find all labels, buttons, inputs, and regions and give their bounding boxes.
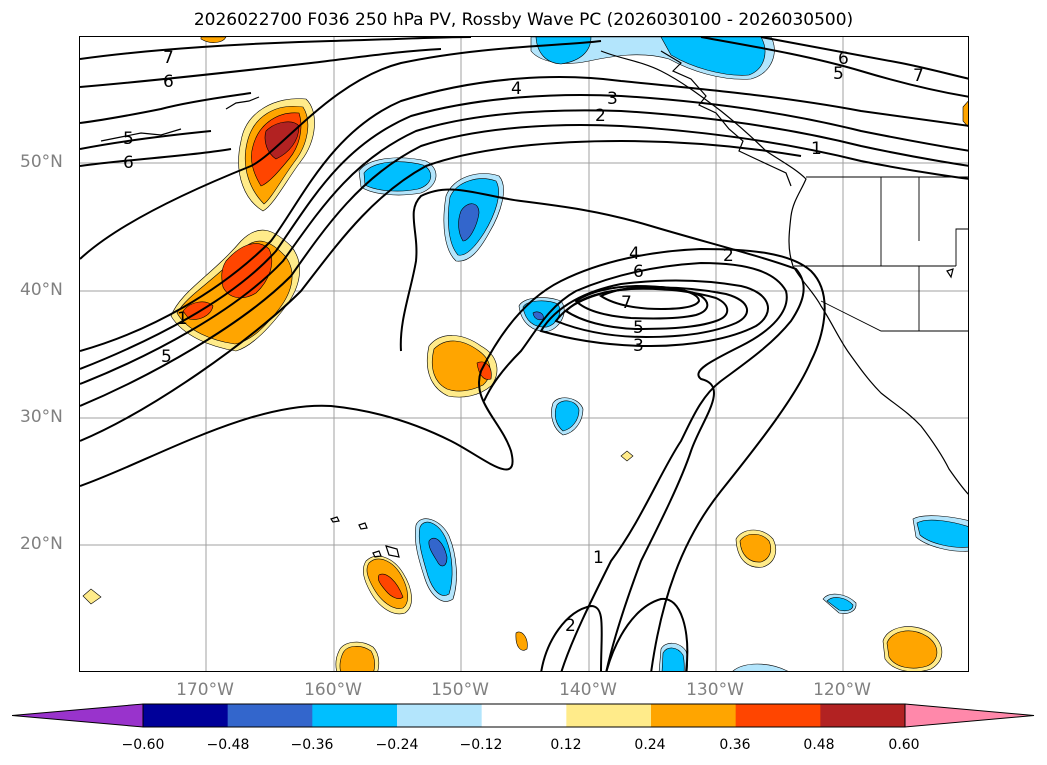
state-boundaries bbox=[794, 176, 968, 332]
colorbar bbox=[12, 703, 1035, 728]
colorbar-tick: 0.48 bbox=[803, 737, 835, 753]
contour-label: 6 bbox=[633, 262, 644, 282]
lon-label-160w: 160°W bbox=[304, 680, 362, 700]
contour-label: 5 bbox=[123, 129, 134, 149]
lon-label-170w: 170°W bbox=[176, 680, 234, 700]
lon-label-120w: 120°W bbox=[813, 680, 871, 700]
colorbar-tick: −0.36 bbox=[290, 737, 334, 753]
contour-label: 6 bbox=[838, 49, 849, 69]
colorbar-segment bbox=[312, 704, 398, 727]
colorbar-segment bbox=[397, 704, 483, 727]
colorbar-segment bbox=[905, 704, 1034, 727]
colorbar-segment bbox=[481, 704, 567, 727]
colorbar-tick: 0.60 bbox=[888, 737, 920, 753]
colorbar-tick: −0.12 bbox=[459, 737, 503, 753]
contour-label: 2 bbox=[565, 616, 576, 636]
map-panel: 7 6 5 6 4 3 2 1 6 5 7 1 5 4 2 6 7 5 3 1 … bbox=[79, 36, 969, 672]
contour-label: 5 bbox=[161, 347, 172, 367]
gridlines bbox=[80, 37, 968, 671]
colorbar-tick: −0.24 bbox=[375, 737, 419, 753]
contour-label: 7 bbox=[913, 66, 924, 86]
lon-label-130w: 130°W bbox=[686, 680, 744, 700]
colorbar-segment bbox=[735, 704, 821, 727]
colorbar-segment bbox=[820, 704, 906, 727]
colorbar-segment bbox=[566, 704, 652, 727]
colorbar-tick: 0.36 bbox=[719, 737, 751, 753]
contour-label: 4 bbox=[511, 79, 522, 99]
contour-label: 1 bbox=[593, 548, 604, 568]
contour-label: 7 bbox=[621, 293, 632, 313]
colorbar-tick: −0.60 bbox=[121, 737, 165, 753]
contour-label: 1 bbox=[811, 139, 822, 159]
contour-label: 6 bbox=[123, 153, 134, 173]
contour-label: 5 bbox=[833, 64, 844, 84]
contour-lines bbox=[80, 37, 968, 671]
colorbar-segment bbox=[12, 704, 143, 727]
lon-label-140w: 140°W bbox=[559, 680, 617, 700]
lat-label-50n: 50°N bbox=[20, 152, 63, 172]
contour-label: 2 bbox=[595, 106, 606, 126]
contour-label: 5 bbox=[633, 318, 644, 338]
colorbar-segment bbox=[227, 704, 313, 727]
colorbar-tick: 0.12 bbox=[550, 737, 582, 753]
contour-label: 2 bbox=[723, 246, 734, 266]
colorbar-tick: 0.24 bbox=[634, 737, 666, 753]
contour-label: 6 bbox=[163, 72, 174, 92]
colorbar-segment bbox=[143, 704, 229, 727]
colorbar-segment bbox=[651, 704, 737, 727]
contour-label: 4 bbox=[629, 244, 640, 264]
positive-anomalies bbox=[82, 37, 968, 671]
map-canvas: 7 6 5 6 4 3 2 1 6 5 7 1 5 4 2 6 7 5 3 1 … bbox=[80, 37, 968, 671]
contour-label: 3 bbox=[633, 336, 644, 356]
contour-label-group: 7 6 5 6 4 3 2 1 6 5 7 1 5 4 2 6 7 5 3 1 … bbox=[123, 48, 924, 636]
lon-label-150w: 150°W bbox=[431, 680, 489, 700]
lat-label-40n: 40°N bbox=[20, 280, 63, 300]
lat-label-20n: 20°N bbox=[20, 534, 63, 554]
map-title: 2026022700 F036 250 hPa PV, Rossby Wave … bbox=[193, 10, 854, 30]
lat-label-30n: 30°N bbox=[20, 407, 63, 427]
contour-label: 3 bbox=[607, 89, 618, 109]
contour-label: 7 bbox=[163, 48, 174, 68]
contour-label: 1 bbox=[177, 309, 188, 329]
colorbar-tick: −0.48 bbox=[206, 737, 250, 753]
